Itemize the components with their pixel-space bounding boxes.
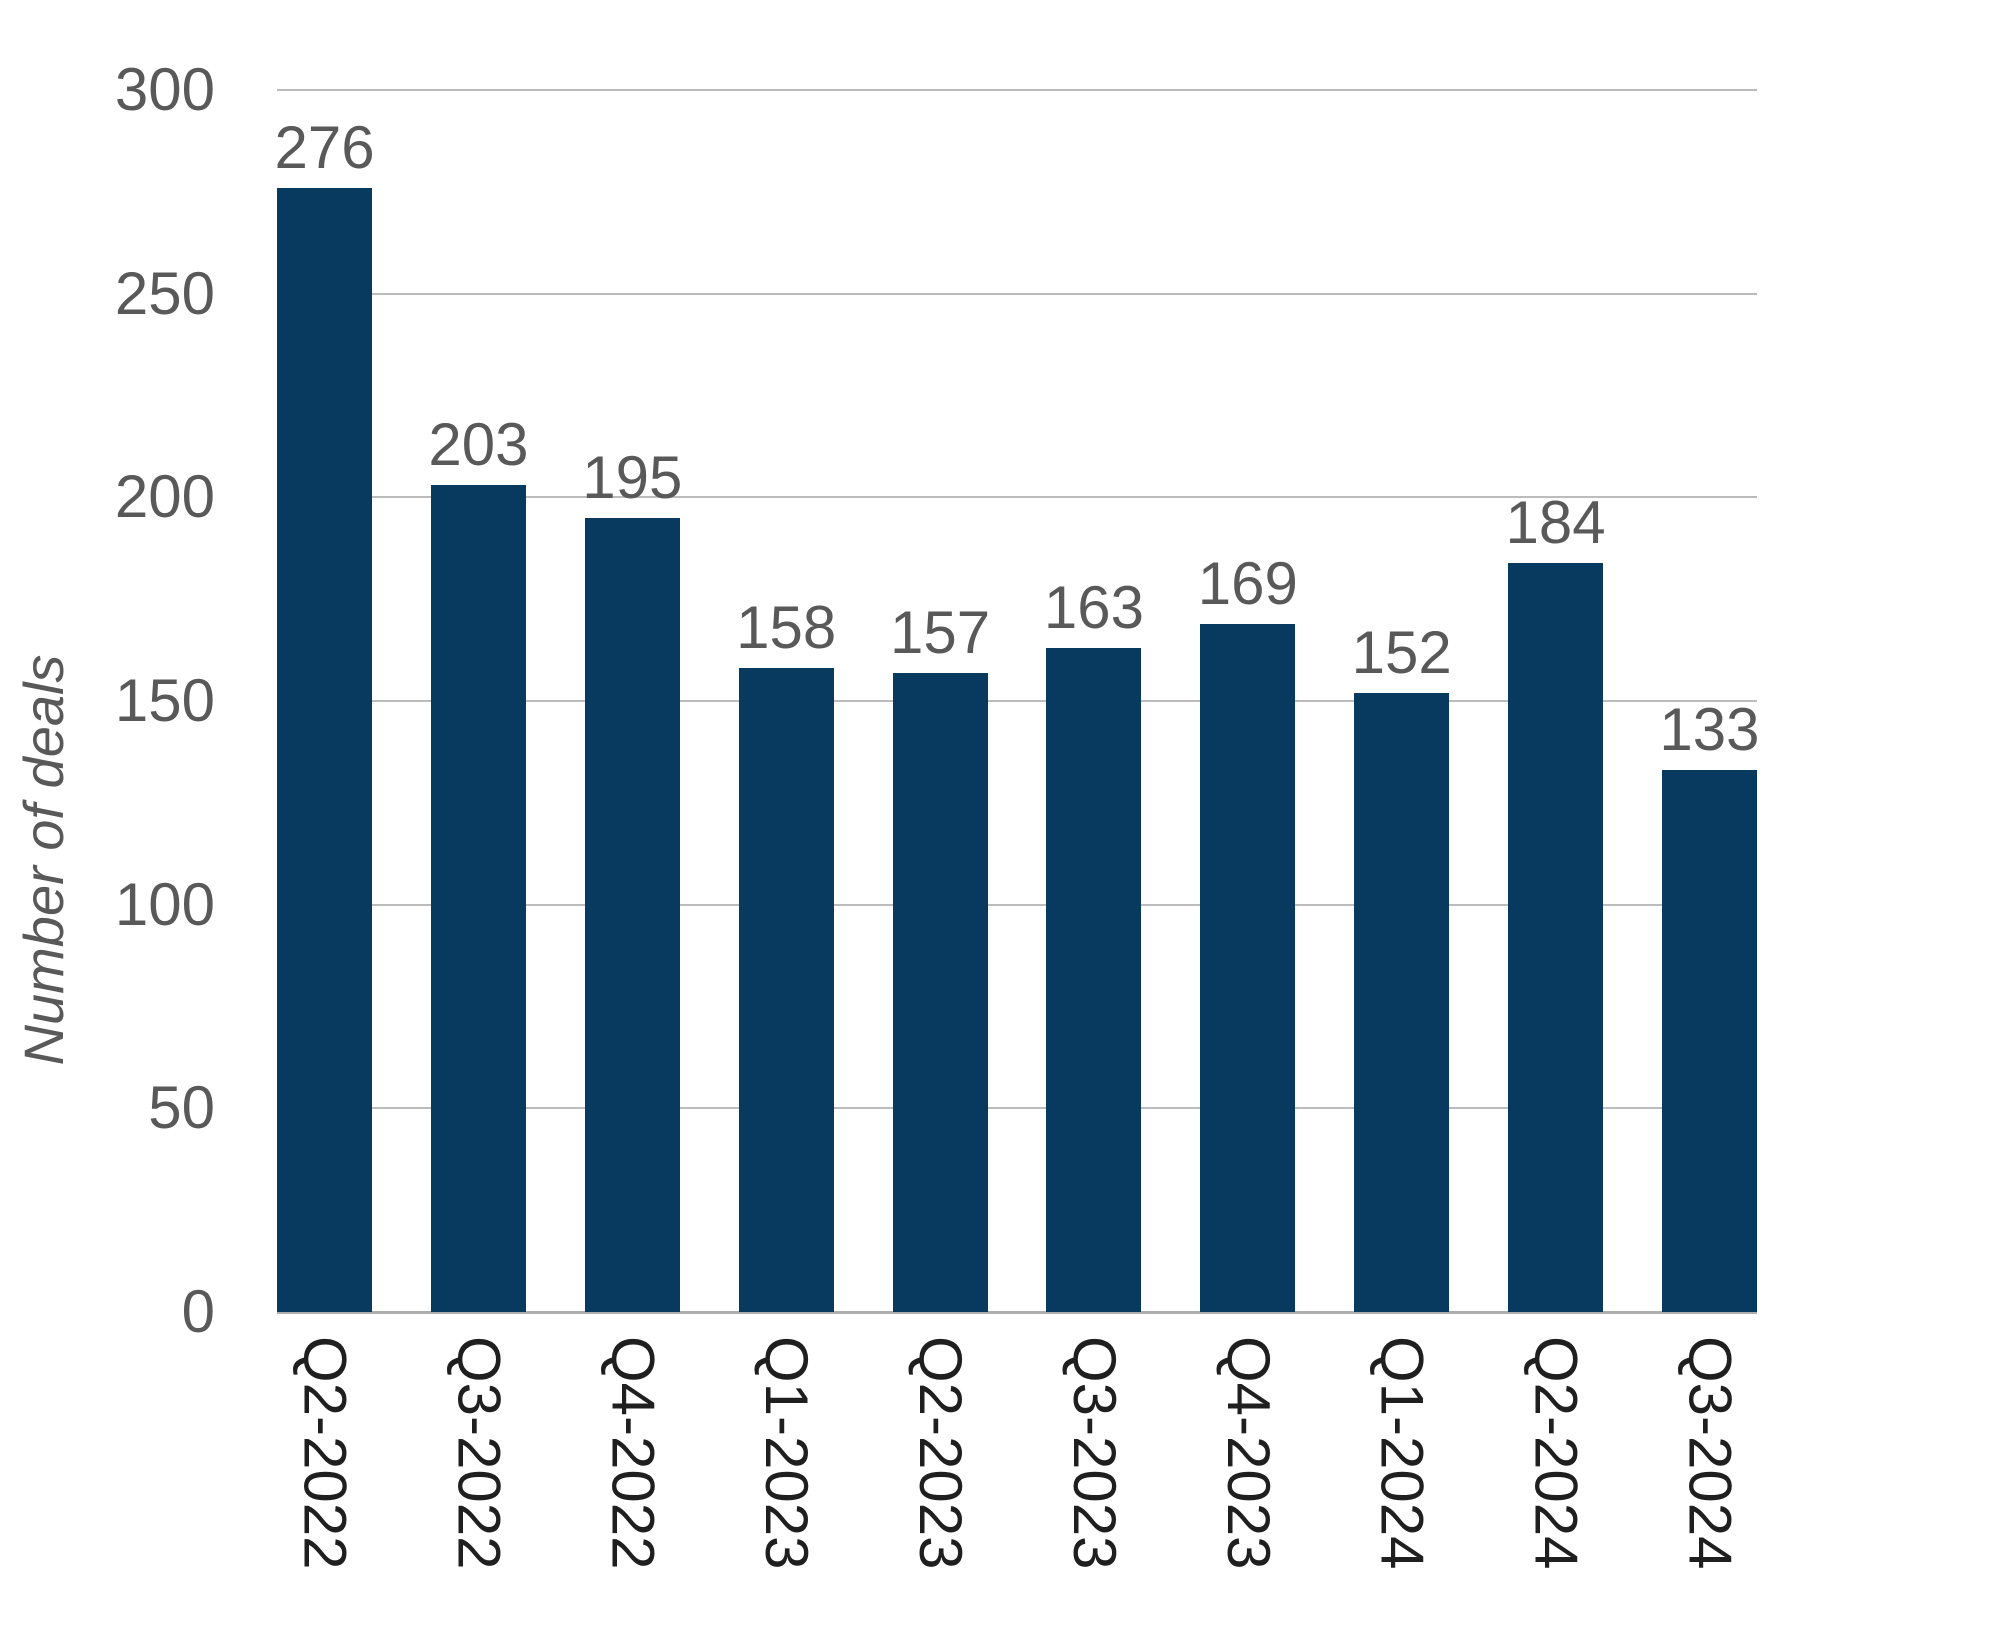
y-tick-label: 0 bbox=[181, 1278, 215, 1345]
bar-value-label: 169 bbox=[1197, 549, 1298, 617]
bar-group: 133 bbox=[1659, 90, 1760, 1312]
bar-value-label: 157 bbox=[889, 598, 991, 666]
y-tick-label: 50 bbox=[148, 1074, 215, 1142]
bar-value-label: 163 bbox=[1043, 574, 1144, 642]
y-axis-title: Number of deals bbox=[12, 654, 75, 1066]
x-tick-label: Q1-2023 bbox=[753, 1336, 821, 1570]
bar-group: 152 bbox=[1351, 90, 1452, 1312]
bar-group: 184 bbox=[1505, 90, 1606, 1312]
x-axis-tick-labels: Q2-2022 Q3-2022 Q4-2022 Q1-2023 Q2-2023 Q3-20… bbox=[277, 1336, 1757, 1570]
gridline bbox=[277, 903, 1757, 906]
bar-group: 203 bbox=[428, 90, 529, 1312]
bar bbox=[1200, 623, 1296, 1312]
x-tick-cell: Q2-2024 bbox=[1508, 1336, 1603, 1570]
bar-group: 195 bbox=[582, 90, 683, 1312]
bar bbox=[277, 187, 372, 1312]
x-axis-baseline bbox=[277, 1311, 1757, 1314]
x-tick-label: Q2-2024 bbox=[1522, 1336, 1590, 1570]
x-tick-label: Q2-2023 bbox=[907, 1336, 974, 1570]
x-tick-cell: Q4-2022 bbox=[585, 1336, 680, 1570]
y-tick-label: 300 bbox=[114, 56, 215, 123]
x-tick-label: Q2-2022 bbox=[291, 1336, 359, 1570]
bar-value-label: 152 bbox=[1351, 618, 1452, 686]
bar-value-label: 158 bbox=[736, 594, 837, 662]
bar bbox=[430, 485, 526, 1312]
gridline bbox=[277, 89, 1757, 91]
bars-row: 276 203 195 158 157 163 169 152 184 133 bbox=[274, 90, 1760, 1312]
x-tick-cell: Q2-2023 bbox=[893, 1336, 988, 1570]
bar-value-label: 195 bbox=[582, 443, 683, 511]
y-tick-label: 250 bbox=[114, 259, 215, 327]
bar-value-label: 276 bbox=[274, 113, 375, 181]
x-tick-cell: Q2-2022 bbox=[277, 1336, 372, 1570]
y-tick-label: 100 bbox=[114, 870, 215, 938]
bar bbox=[1354, 692, 1450, 1312]
x-tick-cell: Q3-2022 bbox=[431, 1336, 526, 1570]
gridline bbox=[277, 700, 1757, 702]
x-tick-label: Q3-2023 bbox=[1060, 1336, 1128, 1570]
plot-area: 276 203 195 158 157 163 169 152 184 133 bbox=[274, 89, 1760, 1314]
y-tick-label: 200 bbox=[114, 463, 215, 531]
bar-value-label: 203 bbox=[428, 411, 529, 479]
bar bbox=[1508, 562, 1603, 1312]
bar-value-label: 184 bbox=[1505, 488, 1606, 556]
x-tick-label: Q3-2024 bbox=[1676, 1336, 1744, 1570]
y-tick-label: 150 bbox=[114, 667, 215, 734]
bar-value-label: 133 bbox=[1659, 696, 1760, 764]
x-tick-label: Q3-2022 bbox=[445, 1336, 513, 1570]
bar bbox=[584, 517, 680, 1312]
x-tick-cell: Q3-2023 bbox=[1046, 1336, 1141, 1570]
x-tick-cell: Q1-2024 bbox=[1354, 1336, 1449, 1570]
gridline bbox=[277, 292, 1757, 295]
x-tick-label: Q4-2022 bbox=[599, 1336, 667, 1570]
bar-group: 276 bbox=[274, 90, 375, 1312]
bar bbox=[1661, 770, 1757, 1312]
x-tick-cell: Q4-2023 bbox=[1200, 1336, 1295, 1570]
bar-group: 169 bbox=[1197, 90, 1298, 1312]
bar bbox=[738, 668, 834, 1312]
x-tick-label: Q1-2024 bbox=[1368, 1336, 1436, 1570]
bar-group: 158 bbox=[736, 90, 837, 1312]
bar bbox=[1046, 648, 1142, 1312]
x-tick-cell: Q3-2024 bbox=[1662, 1336, 1757, 1570]
x-tick-cell: Q1-2023 bbox=[739, 1336, 834, 1570]
gridline bbox=[277, 496, 1757, 499]
bar bbox=[892, 672, 988, 1312]
bar-group: 163 bbox=[1043, 90, 1144, 1312]
gridline bbox=[277, 1107, 1757, 1110]
bar-group: 157 bbox=[889, 90, 991, 1312]
x-tick-label: Q4-2023 bbox=[1214, 1336, 1282, 1570]
